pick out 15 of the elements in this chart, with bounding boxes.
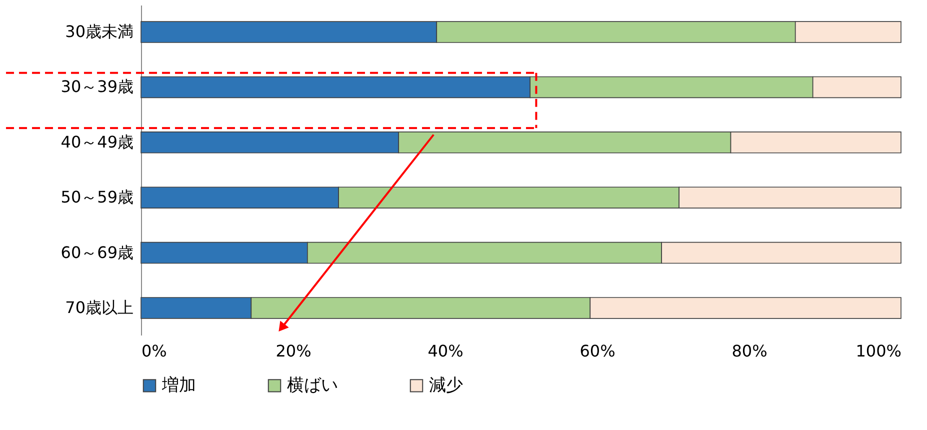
legend-label: 減少 <box>429 376 463 396</box>
y-tick-label: 30～39歳 <box>60 77 134 96</box>
y-tick-label: 50～59歳 <box>60 188 134 207</box>
x-tick-label: 40% <box>428 342 464 360</box>
y-tick-label: 70歳以上 <box>65 298 134 317</box>
x-tick-label: 60% <box>580 342 616 360</box>
legend-label: 横ばい <box>287 376 338 396</box>
x-tick-label: 80% <box>732 342 768 360</box>
y-tick-label: 30歳未満 <box>65 22 134 42</box>
y-tick-label: 60～69歳 <box>60 242 134 262</box>
x-tick-label: 100% <box>856 342 902 360</box>
legend-label: 増加 <box>161 376 196 396</box>
x-tick-label: 20% <box>276 342 312 360</box>
y-tick-label: 40～49歳 <box>60 132 134 152</box>
x-tick-label: 0% <box>142 342 167 360</box>
